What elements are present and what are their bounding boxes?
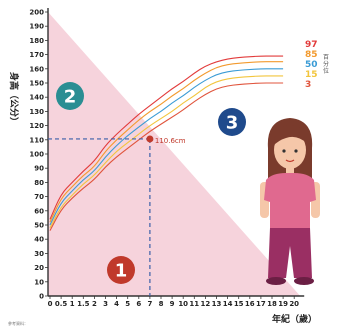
girl-face [274, 131, 306, 169]
x-axis-title: 年紀（歲） [272, 313, 317, 325]
region-badge-number: 3 [226, 113, 239, 134]
y-tick-label: 100 [29, 151, 44, 159]
girl-eye-right [294, 149, 298, 153]
girl-shirt [264, 173, 316, 228]
region-badge-1 [107, 256, 135, 284]
marker-point [146, 135, 154, 143]
y-tick-label: 10 [34, 278, 44, 286]
y-tick-label: 30 [34, 250, 44, 258]
x-tick-label: 17 [256, 300, 266, 308]
girl-shoe-left [266, 277, 286, 285]
y-tick-label: 190 [29, 23, 44, 31]
percentile-label-15: 15 [305, 70, 318, 80]
y-tick-label: 130 [29, 108, 44, 116]
y-tick-label: 0 [39, 293, 44, 301]
x-tick-label: 3 [103, 300, 108, 308]
percentile-label-97: 97 [305, 40, 318, 50]
x-tick-label: 1 [70, 300, 75, 308]
x-tick-label: 18 [267, 300, 277, 308]
girl-pants [268, 228, 312, 278]
y-tick-label: 90 [34, 165, 44, 173]
percentile-label-85: 85 [305, 50, 318, 60]
x-tick-label: 15 [234, 300, 244, 308]
x-tick-label: 0.5 [55, 300, 68, 308]
percentile-line-3 [49, 82, 284, 231]
y-tick-label: 150 [29, 80, 44, 88]
x-axis: 0 0.5 1 1.5 2 3 4 5 6 7 8 9 10 11 12 13 14 15 16 17 18 19 20 [48, 295, 305, 308]
x-tick-label: 1.5 [77, 300, 90, 308]
region-badge-3 [218, 108, 246, 136]
height-marker: 110.6cm [48, 135, 186, 296]
y-axis: 0 10 20 30 40 50 60 70 80 90 100 110 120 130 140 150 160… [29, 8, 49, 301]
percentile-line-50 [49, 68, 284, 226]
y-tick-label: 180 [29, 37, 44, 45]
x-tick-label: 13 [212, 300, 222, 308]
x-tick-label: 7 [147, 300, 152, 308]
girl-eye-left [282, 149, 286, 153]
y-tick-label: 80 [34, 179, 44, 187]
percentile-label-3: 3 [305, 80, 311, 90]
x-tick-label: 4 [114, 300, 119, 308]
x-tick-label: 11 [189, 300, 199, 308]
y-tick-label: 200 [29, 9, 44, 17]
x-tick-label: 16 [245, 300, 255, 308]
y-tick-label: 120 [29, 122, 44, 130]
percentile-word: 分 [323, 60, 329, 68]
girl-illustration [260, 118, 320, 285]
x-tick-label: 19 [278, 300, 288, 308]
y-tick-label: 70 [34, 193, 44, 201]
percentile-line-15 [49, 75, 284, 229]
percentile-curves [49, 55, 284, 231]
girl-bangs [273, 124, 308, 146]
marker-label: 110.6cm [155, 137, 186, 145]
x-tick-label: 8 [159, 300, 164, 308]
y-tick-label: 20 [34, 264, 44, 272]
region-badges: 1 2 3 [56, 82, 246, 284]
region-badge-number: 1 [115, 261, 128, 282]
percentile-line-97 [49, 55, 284, 220]
region-1-area [48, 12, 301, 296]
y-tick-label: 160 [29, 65, 44, 73]
y-tick-label: 40 [34, 236, 44, 244]
region-badge-number: 2 [64, 87, 77, 108]
girl-mouth [285, 159, 295, 163]
girl-shoe-right [294, 277, 314, 285]
x-tick-label: 2 [92, 300, 97, 308]
x-tick-label: 5 [125, 300, 130, 308]
x-tick-label: 0 [48, 300, 53, 308]
x-tick-label: 20 [289, 300, 299, 308]
percentile-line-85 [49, 61, 284, 223]
y-tick-label: 170 [29, 51, 44, 59]
source-note: 參考資料： [8, 320, 28, 326]
percentile-word: 百 [323, 54, 329, 61]
region-badge-2 [56, 82, 84, 110]
y-tick-label: 50 [34, 222, 44, 230]
y-tick-label: 60 [34, 207, 44, 215]
percentile-label-50: 50 [305, 60, 318, 70]
y-axis-title: 身高（公分） [8, 72, 20, 126]
x-tick-label: 6 [136, 300, 141, 308]
percentile-word: 位 [323, 67, 329, 75]
y-tick-label: 140 [29, 94, 44, 102]
x-tick-label: 12 [201, 300, 211, 308]
x-tick-label: 9 [170, 300, 175, 308]
x-tick-label: 10 [178, 300, 188, 308]
y-tick-label: 110 [29, 136, 44, 144]
x-tick-label: 14 [223, 300, 233, 308]
girl-neck [286, 167, 294, 175]
